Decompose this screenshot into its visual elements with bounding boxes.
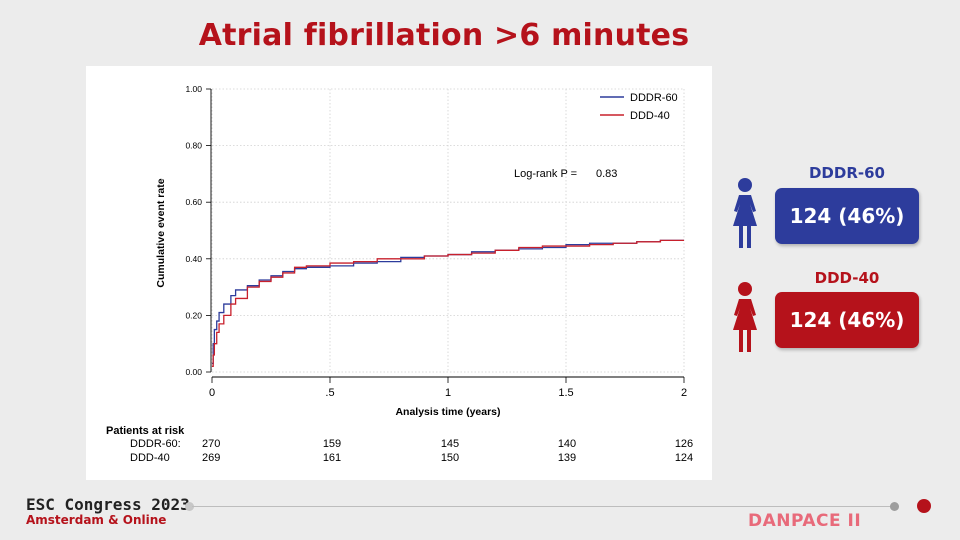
- y-tick-label: 0.40: [185, 254, 202, 264]
- risk-row-label: DDDR-60:: [130, 438, 181, 450]
- x-tick-label: .5: [325, 387, 334, 399]
- footer-divider: [192, 506, 894, 507]
- risk-table-heading: Patients at risk: [106, 425, 185, 437]
- footer-congress-title: ESC Congress 2023: [26, 495, 190, 514]
- female-icon-dddr60: [733, 178, 757, 248]
- footer-dot-grey: [890, 502, 899, 511]
- x-tick-label: 2: [681, 387, 687, 399]
- y-axis-label: Cumulative event rate: [155, 178, 167, 287]
- risk-row-label: DDD-40: [130, 452, 170, 464]
- result-box-ddd40: 124 (46%): [775, 292, 919, 348]
- risk-cell: 124: [674, 452, 694, 464]
- legend: DDDR-60 DDD-40: [600, 92, 678, 122]
- series-lines: [212, 239, 684, 367]
- footer-dot-red: [917, 499, 931, 513]
- risk-cell: 150: [440, 452, 460, 464]
- patients-at-risk-table: Patients at risk DDDR-60: 270 159 145 14…: [86, 424, 712, 474]
- axes: 0.00 0.20 0.40 0.60 0.80 1.00 0 .5 1 1.5 2: [185, 84, 687, 399]
- y-tick-label: 1.00: [185, 84, 202, 94]
- footer-dot-left: [185, 502, 194, 511]
- risk-cell: 159: [322, 438, 342, 450]
- footer-congress-subtitle: Amsterdam & Online: [26, 513, 167, 527]
- result-box-dddr60: 124 (46%): [775, 188, 919, 244]
- y-tick-label: 0.00: [185, 367, 202, 377]
- risk-cell: 269: [202, 452, 221, 464]
- y-tick-label: 0.80: [185, 141, 202, 151]
- risk-cell: 139: [557, 452, 577, 464]
- km-chart: 0.00 0.20 0.40 0.60 0.80 1.00 0 .5 1 1.5 2 Cumulat…: [155, 84, 687, 418]
- risk-cell: 145: [440, 438, 460, 450]
- grid-lines: [211, 88, 685, 373]
- legend-label-dddr60: DDDR-60: [630, 92, 678, 104]
- series-line-ddd40: [212, 239, 684, 367]
- slide-title: Atrial fibrillation >6 minutes: [198, 18, 690, 53]
- y-tick-label: 0.20: [185, 310, 202, 320]
- risk-cell: 140: [557, 438, 577, 450]
- brand-label: DANPACE II: [748, 511, 862, 531]
- female-icon-ddd40: [733, 282, 757, 352]
- annotation-value: 0.83: [596, 168, 617, 180]
- x-tick-label: 1: [445, 387, 451, 399]
- x-axis-label: Analysis time (years): [395, 406, 500, 418]
- y-tick-label: 0.60: [185, 197, 202, 207]
- group-label-dddr60: DDDR-60: [808, 164, 885, 182]
- risk-cell: 270: [202, 438, 221, 450]
- legend-label-ddd40: DDD-40: [630, 110, 670, 122]
- x-tick-label: 1.5: [558, 387, 573, 399]
- group-label-ddd40: DDD-40: [814, 269, 880, 287]
- annotation-label: Log-rank P =: [514, 168, 577, 180]
- x-tick-label: 0: [209, 387, 215, 399]
- risk-cell: 126: [674, 438, 694, 450]
- km-plot-panel: 0.00 0.20 0.40 0.60 0.80 1.00 0 .5 1 1.5 2 Cumulat…: [86, 66, 712, 480]
- risk-cell: 161: [322, 452, 342, 464]
